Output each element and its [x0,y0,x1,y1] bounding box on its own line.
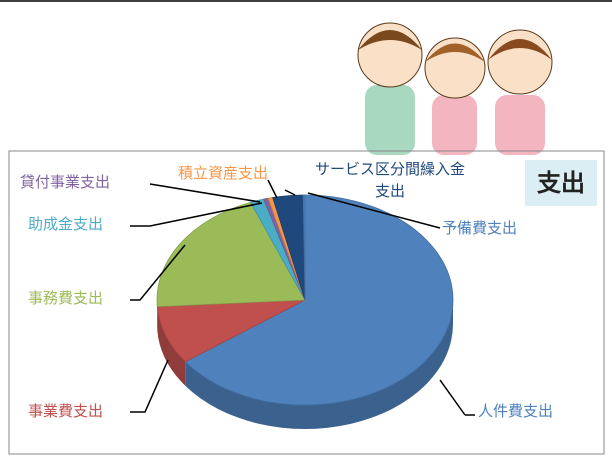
slice [156,201,306,308]
pie [156,194,454,430]
frame [8,150,605,455]
slice [184,194,454,406]
slice-label: 助成金支出 [28,215,104,233]
slice-label: 積立資産支出 [178,164,269,182]
slice [302,194,306,301]
slice-label: 事業費支出 [28,402,104,420]
leader-lines [130,179,475,416]
chart-title: 支出 [525,160,597,206]
slice-side [185,300,453,430]
slice-side [157,306,186,386]
slice-label: 貸付事業支出 [20,173,111,191]
slice-label: サービス区分間繰入金支出 [314,160,465,200]
slice-label: 予備費支出 [442,219,518,237]
slice-label: 事務費支出 [28,289,104,307]
slice-label: 人件費支出 [478,402,554,420]
illustration [357,22,553,155]
slice [156,299,306,363]
